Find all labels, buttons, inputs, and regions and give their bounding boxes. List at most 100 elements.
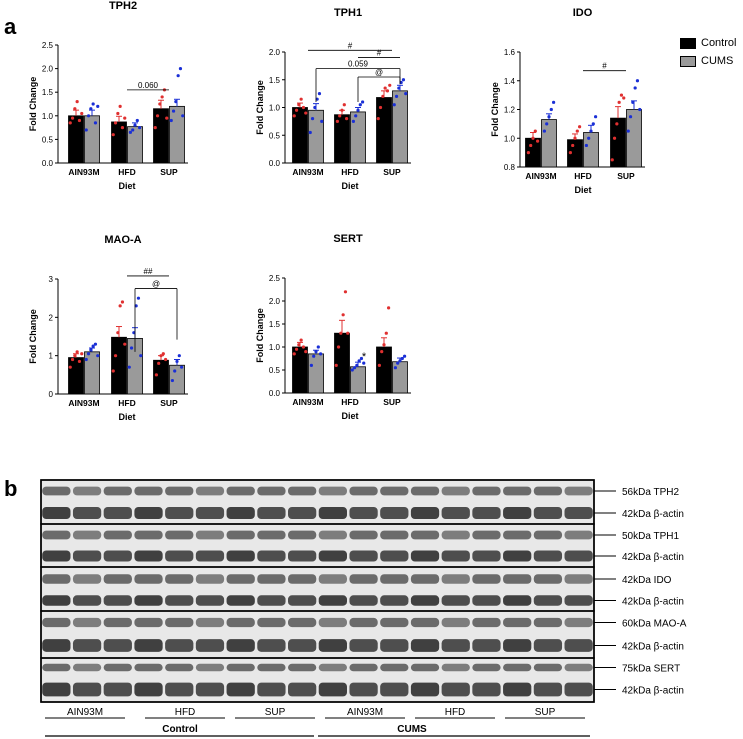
significance-label: 0.059 — [348, 60, 369, 69]
x-tick-label: SUP — [383, 397, 401, 407]
data-point-cums — [320, 119, 324, 123]
data-point-cums — [127, 365, 131, 369]
legend-item-control: Control — [680, 34, 736, 52]
significance-star: * — [362, 351, 367, 363]
data-point-cums — [354, 114, 358, 118]
blot-band — [288, 574, 317, 584]
data-point-control — [154, 373, 158, 377]
blot-band — [134, 639, 163, 652]
data-point-control — [77, 359, 82, 364]
x-axis-label: Diet — [118, 412, 135, 422]
data-point-control — [301, 105, 306, 110]
y-tick-label: 1.5 — [269, 320, 281, 329]
data-point-cums — [91, 102, 95, 106]
data-point-control — [612, 136, 617, 140]
blot-band — [564, 574, 593, 584]
data-point-cums — [401, 78, 406, 82]
blot-band — [349, 506, 378, 520]
blot-band — [195, 663, 225, 672]
data-point-control — [301, 345, 306, 349]
y-axis-label: Fold Change — [255, 308, 265, 363]
blot-band — [257, 574, 286, 584]
blot-band — [165, 663, 194, 672]
y-tick-label: 2 — [49, 313, 54, 322]
data-point-control — [383, 86, 387, 90]
blot-band — [349, 486, 378, 496]
blot-band — [134, 506, 163, 520]
bar-cums-sup — [626, 109, 642, 168]
blot-band — [472, 617, 501, 628]
legend-item-cums: CUMS — [680, 52, 736, 70]
blot-band — [564, 595, 593, 606]
data-point-control — [335, 119, 339, 123]
data-point-control — [299, 338, 303, 342]
blot-band — [380, 595, 409, 606]
blot-band — [472, 574, 501, 584]
data-point-control — [536, 139, 540, 143]
data-point-control — [80, 111, 84, 116]
chart-tph1: TPH1 0.0 0.5 1.0 1.5 2.0 Fold Change AIN93M HFD S… — [255, 7, 411, 191]
data-point-cums — [136, 296, 141, 300]
y-tick-label: 1.5 — [269, 76, 281, 85]
data-point-control — [617, 100, 621, 104]
blot-band — [441, 682, 470, 697]
y-tick-label: 0.0 — [269, 159, 281, 168]
panel-label-a: a — [4, 14, 17, 39]
significance-label: 0.060 — [138, 81, 159, 90]
blot-band — [257, 682, 286, 697]
blot-band — [42, 639, 71, 652]
data-point-cums — [169, 118, 173, 123]
blot-label: 56kDa TPH2 — [622, 487, 680, 498]
blot-band — [564, 530, 593, 540]
data-point-cums — [631, 100, 635, 104]
x-tick-label: HFD — [118, 167, 135, 177]
data-point-cums — [351, 119, 355, 123]
y-tick-label: 0.8 — [504, 163, 516, 172]
y-tick-label: 1.4 — [504, 77, 516, 86]
lane-label-hfd: HFD — [445, 707, 466, 718]
data-point-cums — [400, 356, 404, 361]
data-point-control — [388, 83, 392, 87]
blot-band — [380, 506, 409, 520]
y-tick-label: 0.0 — [269, 389, 281, 398]
blot-band — [318, 663, 347, 672]
data-point-control — [153, 126, 157, 130]
significance-label: # — [602, 62, 607, 71]
data-point-control — [75, 100, 79, 104]
data-point-control — [376, 117, 380, 121]
y-axis-label: Fold Change — [490, 82, 500, 137]
blot-band — [472, 639, 501, 652]
data-point-control — [160, 95, 164, 99]
data-point-cums — [317, 92, 322, 96]
blot-band — [564, 486, 593, 496]
western-blot-figure: 56kDa TPH2 42kDa β-actin 50kDa TPH1 42kDa β… — [40, 479, 687, 737]
blot-band — [195, 574, 225, 584]
blot-band — [472, 595, 501, 606]
data-point-cums — [396, 361, 400, 365]
blot-band — [503, 682, 532, 697]
data-point-cums — [89, 348, 93, 352]
blot-row-4: 42kDa IDO — [42, 574, 672, 586]
significance-label: ## — [144, 267, 153, 276]
data-point-cums — [86, 352, 91, 356]
blot-label: 75kDa SERT — [622, 664, 680, 675]
y-tick-label: 1.6 — [504, 48, 516, 57]
y-tick-label: 2.5 — [42, 41, 54, 50]
data-point-control — [619, 93, 624, 97]
data-point-control — [123, 116, 127, 120]
y-tick-label: 2.0 — [269, 297, 281, 306]
data-point-cums — [392, 103, 396, 107]
blot-label: 50kDa TPH1 — [622, 531, 680, 542]
blot-band — [288, 595, 317, 606]
data-point-control — [568, 151, 573, 155]
blot-row-7: 42kDa β-actin — [42, 639, 684, 653]
blot-band — [257, 595, 286, 606]
data-point-cums — [626, 129, 630, 133]
data-point-control — [111, 369, 115, 373]
blot-row-0: 56kDa TPH2 — [42, 486, 680, 498]
blot-band — [503, 663, 532, 672]
x-axis-label: Diet — [341, 181, 358, 191]
data-point-cums — [93, 121, 98, 125]
bar-control-sup — [376, 97, 392, 164]
lane-label-sup: SUP — [535, 707, 556, 718]
